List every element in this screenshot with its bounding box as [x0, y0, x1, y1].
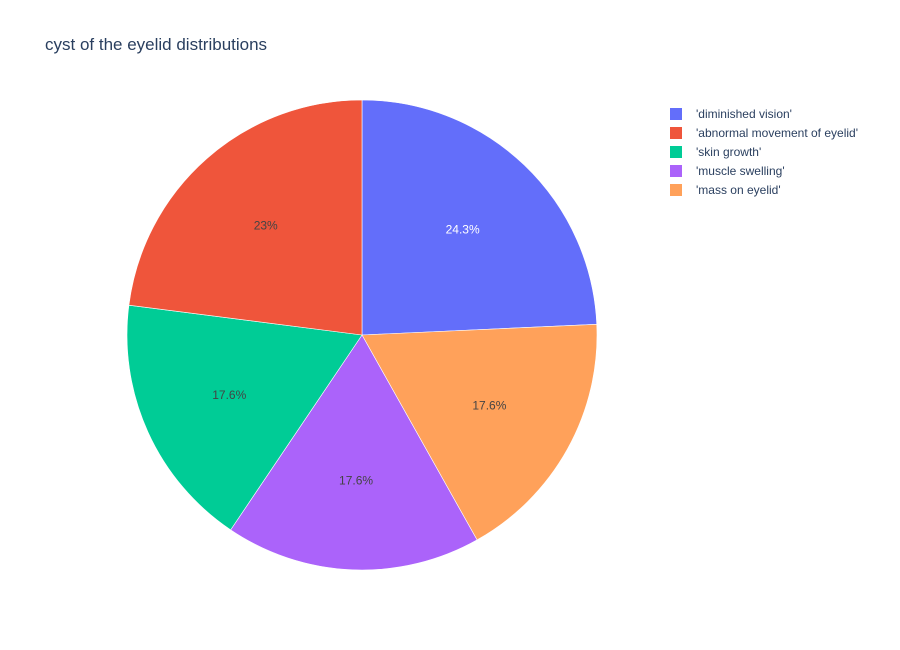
legend-swatch [670, 184, 682, 196]
pie-slice[interactable] [128, 99, 363, 336]
legend-swatch [670, 108, 682, 120]
legend: 'diminished vision' 'abnormal movement of… [670, 107, 858, 197]
legend-item[interactable]: 'abnormal movement of eyelid' [670, 126, 858, 140]
legend-swatch [670, 146, 682, 158]
slice-percent-label: 17.6% [472, 399, 506, 413]
pie-slice[interactable] [361, 99, 598, 336]
legend-label: 'skin growth' [696, 145, 761, 159]
legend-swatch [670, 127, 682, 139]
legend-label: 'abnormal movement of eyelid' [696, 126, 858, 140]
legend-item[interactable]: 'skin growth' [670, 145, 761, 159]
slice-percent-label: 17.6% [339, 474, 373, 488]
pie-slice[interactable] [361, 323, 598, 541]
legend-item[interactable]: 'mass on eyelid' [670, 183, 781, 197]
pie-slice-labels: 24.3% 17.6% 17.6% 17.6% 23% [212, 219, 506, 488]
legend-label: 'mass on eyelid' [696, 183, 781, 197]
legend-swatch [670, 165, 682, 177]
slice-percent-label: 17.6% [212, 388, 246, 402]
legend-label: 'diminished vision' [696, 107, 792, 121]
pie-slice[interactable] [126, 304, 363, 531]
chart-title: cyst of the eyelid distributions [45, 35, 267, 54]
pie-slice[interactable] [230, 334, 478, 571]
legend-label: 'muscle swelling' [696, 164, 785, 178]
slice-percent-label: 23% [254, 219, 278, 233]
legend-item[interactable]: 'diminished vision' [670, 107, 792, 121]
pie-slices [126, 99, 598, 571]
slice-percent-label: 24.3% [446, 223, 480, 237]
legend-item[interactable]: 'muscle swelling' [670, 164, 785, 178]
